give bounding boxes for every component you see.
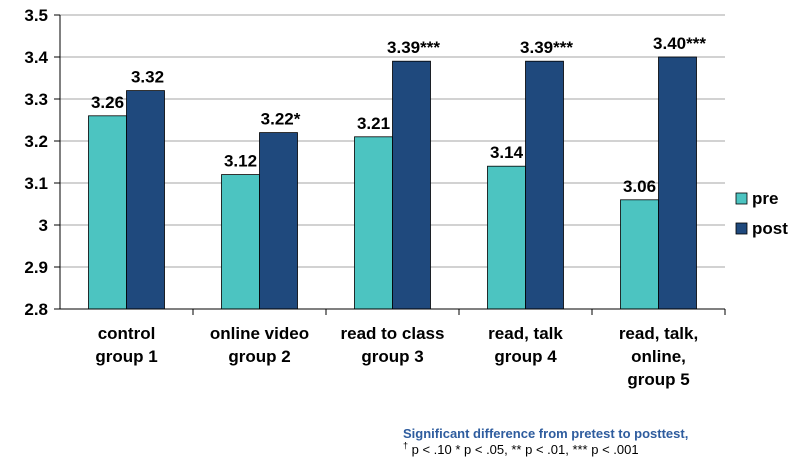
bar-post xyxy=(126,90,165,310)
footnote-title: Significant difference from pretest to p… xyxy=(403,426,689,441)
bar-pre xyxy=(221,174,260,310)
y-axis-ticks: 2.8 2.9 3 3.1 3.2 3.3 3.4 3.5 xyxy=(24,6,48,319)
data-label-pre: 3.14 xyxy=(490,143,524,162)
category-label: online, xyxy=(631,347,686,366)
data-label-pre: 3.12 xyxy=(224,152,257,171)
category-label: group 4 xyxy=(494,347,557,366)
data-label-post: 3.39*** xyxy=(387,38,440,57)
legend: pre post xyxy=(735,189,788,238)
legend-swatch-post xyxy=(735,222,748,235)
data-label-post: 3.22* xyxy=(261,110,301,129)
category-label: online video xyxy=(210,324,309,343)
y-tick-label: 2.8 xyxy=(24,300,48,319)
y-tick-label: 3 xyxy=(39,216,48,235)
category-label: read, talk, xyxy=(619,324,698,343)
y-tick-label: 3.4 xyxy=(24,48,48,67)
legend-swatch-pre xyxy=(735,192,748,205)
bar-post xyxy=(658,56,697,310)
bar-pre xyxy=(620,199,659,310)
category-label: control xyxy=(98,324,156,343)
legend-label-pre: pre xyxy=(752,189,778,208)
data-label-pre: 3.06 xyxy=(623,177,656,196)
x-axis-categories: control group 1 online video group 2 read to… xyxy=(95,324,698,389)
data-label-post: 3.40*** xyxy=(653,34,706,53)
bars: 3.26 3.32 3.12 3.22* 3.21 3.39*** 3.14 3.39*** 3… xyxy=(88,34,706,310)
data-label-post: 3.39*** xyxy=(520,38,573,57)
legend-label-post: post xyxy=(752,219,788,238)
y-tick-label: 3.3 xyxy=(24,90,48,109)
y-tick-label: 3.1 xyxy=(24,174,48,193)
bar-pre xyxy=(354,136,393,310)
bar-pre xyxy=(88,115,127,310)
category-label: group 5 xyxy=(627,370,689,389)
axes xyxy=(54,14,726,315)
footnote-text: p < .10 * p < .05, ** p < .01, *** p < .… xyxy=(408,442,639,457)
y-tick-label: 3.2 xyxy=(24,132,48,151)
category-label: read to class xyxy=(341,324,445,343)
y-tick-label: 3.5 xyxy=(24,6,48,25)
bar-pre xyxy=(487,165,526,310)
category-label: group 2 xyxy=(228,347,290,366)
bar-post xyxy=(259,132,298,310)
category-label: group 1 xyxy=(95,347,157,366)
y-tick-label: 2.9 xyxy=(24,258,48,277)
category-label: group 3 xyxy=(361,347,423,366)
significance-footnote: Significant difference from pretest to p… xyxy=(403,426,783,458)
data-label-pre: 3.21 xyxy=(357,114,390,133)
bar-post xyxy=(525,60,564,310)
category-label: read, talk xyxy=(488,324,563,343)
bar-post xyxy=(392,60,431,310)
footnote-text-line: † p < .10 * p < .05, ** p < .01, *** p <… xyxy=(403,440,783,458)
footnote-dagger: † xyxy=(403,440,409,451)
data-label-pre: 3.26 xyxy=(91,93,124,112)
data-label-post: 3.32 xyxy=(131,68,164,87)
bar-chart: 2.8 2.9 3 3.1 3.2 3.3 3.4 3.5 3.26 3.32 3.12 3.22*… xyxy=(24,6,788,389)
